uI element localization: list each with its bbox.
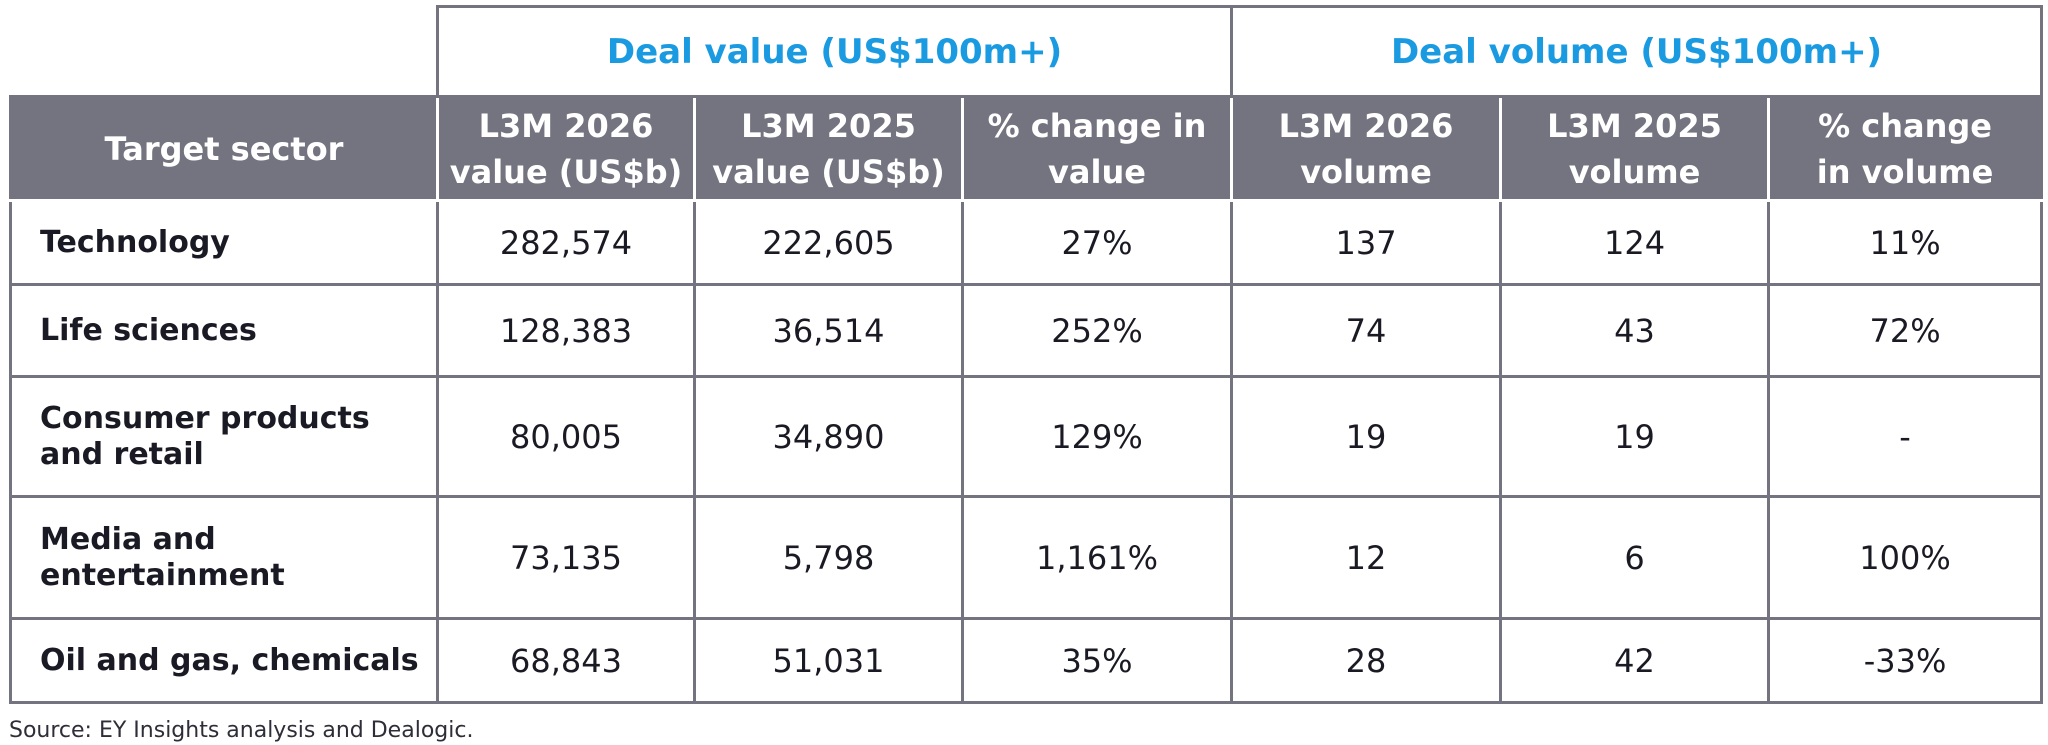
col-header-line: Target sector <box>104 129 344 168</box>
table-row: Oil and gas, chemicals 68,843 51,031 35%… <box>9 617 2044 704</box>
sector-cell: Media and entertainment <box>9 495 439 620</box>
volume-2026-cell: 12 <box>1230 495 1503 620</box>
value-2026-cell: 282,574 <box>436 199 696 286</box>
volume-2026-cell: 74 <box>1230 283 1503 378</box>
value-2025-cell: 5,798 <box>693 495 964 620</box>
value-2026-cell: 128,383 <box>436 283 696 378</box>
column-header-row: Target sector L3M 2026 value (US$b) L3M … <box>9 95 2044 202</box>
deal-volume-group-header: Deal volume (US$100m+) <box>1230 5 2044 98</box>
value-2025-cell: 51,031 <box>693 617 964 704</box>
volume-change-cell: 100% <box>1767 495 2044 620</box>
table-row: Life sciences 128,383 36,514 252% 74 43 … <box>9 283 2044 378</box>
value-change-cell: 35% <box>960 617 1234 704</box>
sector-label: entertainment <box>40 557 285 593</box>
col-header-line: L3M 2025 <box>1547 106 1722 145</box>
sector-label: Media and <box>40 521 216 557</box>
value-2025-cell: 222,605 <box>693 199 964 286</box>
table-row: Consumer products and retail 80,005 34,8… <box>9 375 2044 498</box>
col-header-line: value (US$b) <box>712 152 945 191</box>
value-change-cell: 1,161% <box>960 495 1234 620</box>
volume-change-cell: -33% <box>1767 617 2044 704</box>
volume-2025-cell: 124 <box>1499 199 1771 286</box>
col-header-line: value <box>1048 152 1146 191</box>
deals-table: Deal value (US$100m+) Deal volume (US$10… <box>9 5 2044 704</box>
col-header-line: % change in <box>987 106 1207 145</box>
sector-label: Technology <box>40 224 230 260</box>
value-2026-cell: 73,135 <box>436 495 696 620</box>
sector-label: and retail <box>40 436 204 472</box>
group-header-row: Deal value (US$100m+) Deal volume (US$10… <box>10 5 2044 98</box>
col-header-value-2025: L3M 2025 value (US$b) <box>693 95 964 202</box>
deal-value-group-header: Deal value (US$100m+) <box>435 5 1234 98</box>
volume-2026-cell: 28 <box>1230 617 1503 704</box>
sector-cell: Consumer products and retail <box>9 375 439 498</box>
volume-2025-cell: 6 <box>1499 495 1771 620</box>
sector-cell: Oil and gas, chemicals <box>9 617 439 704</box>
volume-2025-cell: 43 <box>1499 283 1771 378</box>
volume-2026-cell: 19 <box>1230 375 1503 498</box>
volume-change-cell: - <box>1767 375 2044 498</box>
sector-cell: Technology <box>9 199 439 286</box>
col-header-volume-change: % change in volume <box>1767 95 2044 202</box>
col-header-volume-2025: L3M 2025 volume <box>1499 95 1771 202</box>
col-header-line: volume <box>1568 152 1701 191</box>
empty-corner-cell <box>10 6 438 97</box>
value-2025-cell: 34,890 <box>693 375 964 498</box>
volume-change-cell: 72% <box>1767 283 2044 378</box>
volume-change-cell: 11% <box>1767 199 2044 286</box>
volume-2025-cell: 42 <box>1499 617 1771 704</box>
col-header-line: L3M 2026 <box>478 106 654 145</box>
source-note: Source: EY Insights analysis and Dealogi… <box>9 718 474 743</box>
table-row: Media and entertainment 73,135 5,798 1,1… <box>9 495 2044 620</box>
value-2026-cell: 68,843 <box>436 617 696 704</box>
volume-2026-cell: 137 <box>1230 199 1503 286</box>
sector-label: Consumer products <box>40 400 370 436</box>
col-header-volume-2026: L3M 2026 volume <box>1230 95 1503 202</box>
value-change-cell: 27% <box>960 199 1234 286</box>
sector-label: Life sciences <box>40 312 257 348</box>
col-header-line: % change <box>1818 106 1992 145</box>
col-header-value-2026: L3M 2026 value (US$b) <box>436 95 696 202</box>
volume-2025-cell: 19 <box>1499 375 1771 498</box>
value-change-cell: 252% <box>960 283 1234 378</box>
col-header-line: in volume <box>1816 152 1994 191</box>
col-header-line: L3M 2026 <box>1278 106 1454 145</box>
sector-label: Oil and gas, chemicals <box>40 642 419 678</box>
table-row: Technology 282,574 222,605 27% 137 124 1… <box>9 199 2044 286</box>
value-2025-cell: 36,514 <box>693 283 964 378</box>
col-header-target-sector: Target sector <box>9 95 439 202</box>
sector-cell: Life sciences <box>9 283 439 378</box>
col-header-line: value (US$b) <box>449 152 683 191</box>
col-header-value-change: % change in value <box>960 95 1234 202</box>
value-change-cell: 129% <box>960 375 1234 498</box>
col-header-line: L3M 2025 <box>741 106 916 145</box>
value-2026-cell: 80,005 <box>436 375 696 498</box>
col-header-line: volume <box>1300 152 1432 191</box>
